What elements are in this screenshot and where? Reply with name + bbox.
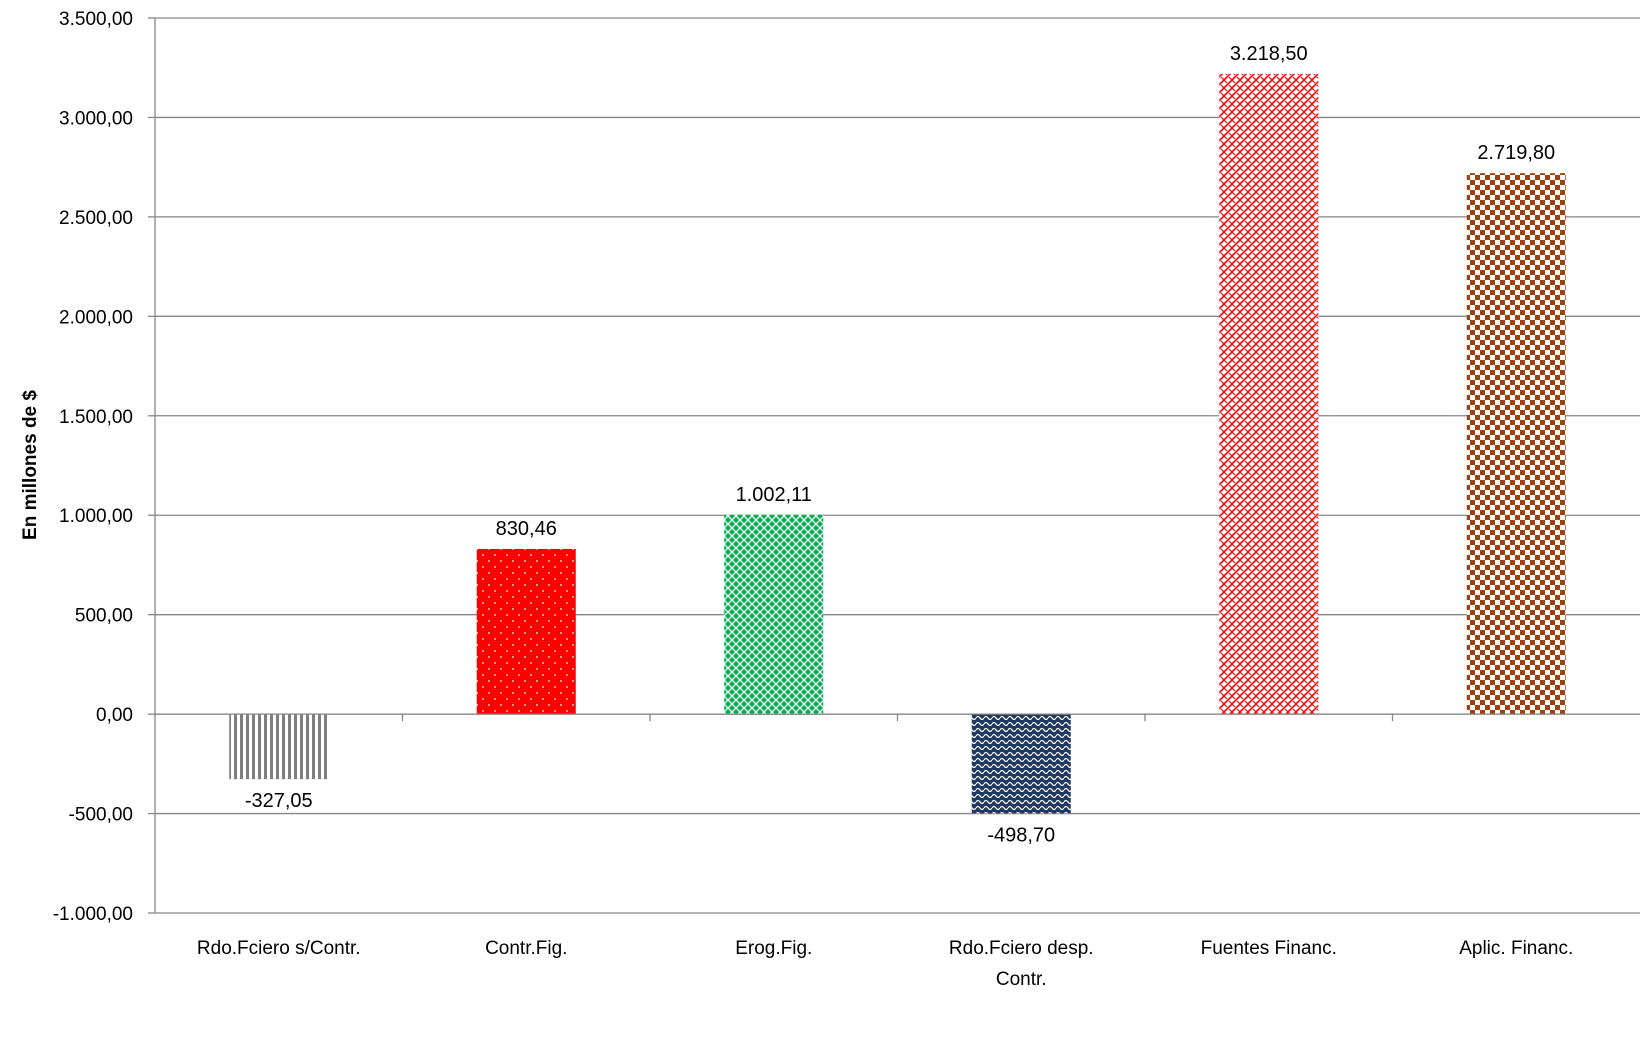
y-axis-tick-labels: -1.000,00 -500,00 0,00 500,00 1.000,00 1.500,…	[53, 9, 133, 925]
category-label: Contr.	[996, 969, 1047, 990]
y-tick-label: 1.000,00	[59, 506, 133, 527]
y-tick-label: -500,00	[69, 805, 133, 826]
category-labels: Rdo.Fciero s/Contr. Contr.Fig. Erog.Fig. Rd…	[197, 938, 1573, 990]
category-label: Rdo.Fciero s/Contr.	[197, 938, 361, 959]
bars	[229, 73, 1566, 814]
category-label: Aplic. Financ.	[1459, 938, 1573, 959]
data-label: 2.719,80	[1477, 142, 1555, 164]
bar	[1466, 173, 1566, 715]
bar	[229, 714, 329, 780]
y-tick-label: 500,00	[75, 606, 133, 627]
category-label: Fuentes Financ.	[1201, 938, 1337, 959]
data-label: 3.218,50	[1230, 43, 1308, 65]
gridlines	[148, 17, 1640, 914]
y-tick-label: -1.000,00	[53, 904, 133, 925]
category-label: Rdo.Fciero desp.	[949, 938, 1094, 959]
y-axis-title: En millones de $	[20, 390, 41, 540]
axes	[154, 18, 1640, 914]
data-labels: -327,05 830,46 1.002,11 -498,70 3.218,50 2.71…	[245, 43, 1555, 846]
y-tick-label: 3.000,00	[59, 108, 133, 129]
data-label: -327,05	[245, 790, 313, 812]
category-label: Erog.Fig.	[735, 938, 812, 959]
data-label: 1.002,11	[736, 484, 812, 506]
y-tick-label: 2.000,00	[59, 307, 133, 328]
bar	[476, 548, 576, 715]
x-axis-tick-marks	[401, 714, 1394, 722]
bar	[1219, 73, 1319, 715]
bar	[724, 514, 824, 715]
y-tick-label: 2.500,00	[59, 208, 133, 229]
data-label: -498,70	[987, 824, 1055, 846]
data-label: 830,46	[496, 518, 557, 540]
bar	[971, 714, 1071, 814]
category-label: Contr.Fig.	[485, 938, 567, 959]
y-tick-label: 0,00	[96, 705, 133, 726]
y-tick-label: 3.500,00	[59, 9, 133, 30]
y-tick-label: 1.500,00	[59, 407, 133, 428]
